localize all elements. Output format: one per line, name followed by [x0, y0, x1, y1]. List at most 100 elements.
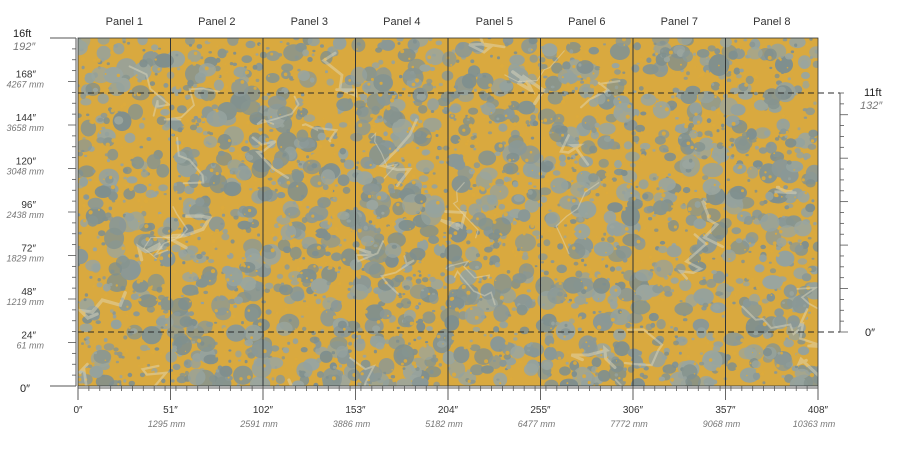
marble-spot: [145, 76, 149, 80]
marble-freckle: [627, 282, 629, 284]
marble-freckle: [814, 362, 818, 367]
marble-spot: [503, 162, 519, 175]
marble-spot: [320, 309, 337, 327]
marble-freckle: [584, 50, 589, 55]
marble-spot: [132, 290, 136, 293]
marble-spot: [332, 235, 337, 239]
marble-freckle: [687, 345, 691, 349]
marble-spot: [663, 56, 671, 63]
marble-spot: [80, 98, 92, 106]
marble-freckle: [453, 231, 458, 236]
marble-freckle: [189, 270, 193, 274]
marble-freckle: [728, 257, 731, 261]
marble-spot: [280, 224, 297, 241]
marble-spot: [188, 43, 193, 47]
marble-spot: [146, 137, 152, 141]
marble-spot: [397, 42, 401, 45]
marble-spot: [211, 162, 215, 166]
marble-freckle: [315, 202, 318, 205]
marble-spot: [622, 71, 626, 74]
marble-spot: [688, 158, 693, 163]
marble-spot: [185, 240, 189, 243]
marble-spot: [302, 257, 306, 260]
marble-spot: [142, 48, 146, 52]
marble-freckle: [342, 327, 346, 331]
marble-spot: [337, 320, 347, 329]
marble-spot: [738, 347, 757, 360]
marble-spot: [78, 213, 81, 217]
marble-freckle: [247, 322, 250, 325]
marble-freckle: [799, 80, 802, 83]
marble-spot: [181, 149, 185, 152]
marble-spot: [418, 119, 423, 124]
marble-spot: [244, 306, 259, 322]
marble-pattern: [78, 38, 818, 386]
marble-freckle: [599, 67, 602, 70]
marble-spot: [91, 66, 111, 84]
marble-freckle: [776, 253, 780, 257]
left-axis-top-sub-label: 192″: [13, 41, 36, 53]
marble-freckle: [499, 190, 502, 193]
marble-vein: [797, 308, 818, 348]
marble-spot: [522, 161, 537, 178]
marble-freckle: [115, 284, 119, 287]
marble-spot: [521, 90, 525, 93]
marble-spot: [609, 358, 624, 373]
marble-spot: [97, 278, 101, 282]
marble-spot: [277, 181, 282, 185]
marble-spot: [163, 193, 167, 196]
marble-spot: [438, 82, 443, 87]
marble-spot: [416, 92, 426, 101]
marble-spot: [165, 351, 178, 363]
marble-freckle: [579, 348, 585, 353]
marble-freckle: [259, 44, 261, 46]
marble-freckle: [606, 363, 610, 367]
marble-freckle: [667, 278, 670, 281]
marble-vein: [136, 242, 163, 262]
marble-spot: [375, 204, 390, 218]
marble-freckle: [739, 47, 742, 50]
marble-spot: [494, 151, 501, 156]
marble-spot: [407, 94, 411, 97]
marble-spot: [81, 65, 85, 70]
marble-spot: [530, 114, 536, 121]
marble-spot: [428, 235, 440, 244]
marble-freckle: [755, 285, 760, 290]
marble-freckle: [352, 60, 356, 64]
marble-freckle: [743, 236, 746, 239]
marble-freckle: [584, 122, 587, 124]
marble-spot: [508, 67, 529, 84]
marble-spot: [440, 305, 446, 311]
marble-freckle: [245, 70, 249, 75]
marble-spot: [730, 240, 750, 255]
marble-freckle: [673, 225, 678, 229]
marble-freckle: [201, 119, 205, 122]
marble-freckle: [758, 246, 761, 249]
marble-spot: [317, 132, 326, 141]
marble-freckle: [752, 351, 754, 354]
marble-spot: [431, 292, 436, 295]
marble-spot: [179, 316, 193, 328]
marble-spot: [470, 218, 474, 223]
marble-spot: [803, 304, 807, 308]
marble-freckle: [506, 321, 509, 323]
marble-freckle: [575, 114, 579, 119]
marble-spot: [701, 208, 721, 223]
marble-spot: [516, 172, 520, 175]
marble-spot: [320, 50, 333, 65]
marble-spot: [444, 274, 456, 284]
marble-spot: [339, 147, 346, 155]
marble-freckle: [474, 315, 479, 320]
marble-spot: [391, 244, 397, 249]
marble-spot: [436, 340, 447, 348]
marble-freckle: [573, 230, 576, 233]
marble-spot: [499, 354, 502, 358]
marble-spot: [598, 158, 609, 168]
marble-spot: [191, 118, 196, 123]
marble-spot: [137, 38, 148, 46]
marble-spot: [81, 149, 85, 153]
marble-spot: [151, 44, 159, 51]
bottom-tick-label: 0″: [73, 405, 83, 416]
marble-spot: [106, 273, 128, 293]
marble-freckle: [298, 202, 303, 207]
